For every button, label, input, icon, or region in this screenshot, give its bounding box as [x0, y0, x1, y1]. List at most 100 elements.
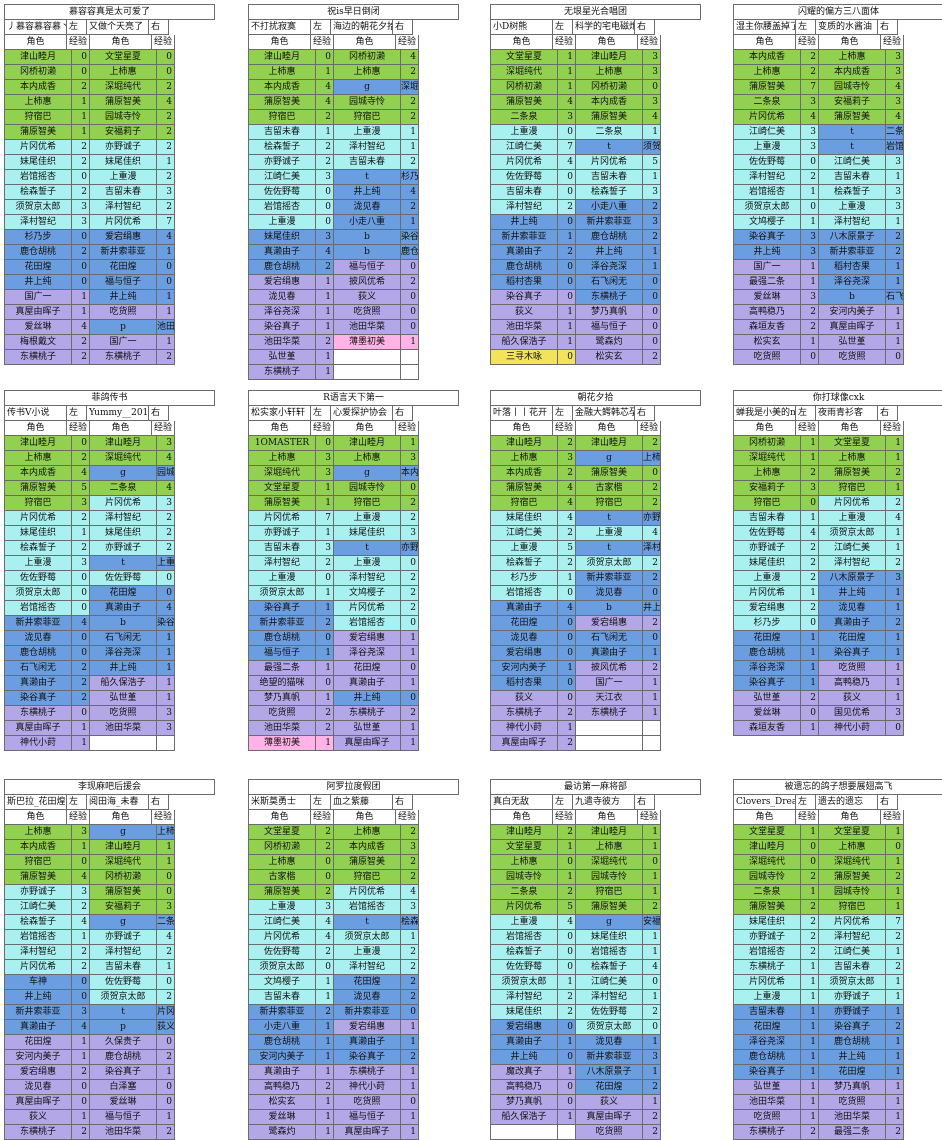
left-character: 吉留未春: [249, 990, 316, 1005]
left-character: 爱丝琳: [734, 290, 801, 305]
right-exp: 1: [401, 1125, 419, 1140]
left-exp: 2: [801, 1125, 819, 1140]
table-row: 文鸠樱子 1 泽村智纪 1: [734, 215, 942, 230]
match-table: 你打球像cxk 蝉我是小美的mj 左夜雨青衫客右角色 经验 角色 经验 冈桥初濑 1 文堂星夏 1…: [733, 390, 942, 736]
left-character: 桧森誓子: [249, 140, 316, 155]
left-character: 片冈优希: [5, 140, 72, 155]
right-exp: 1: [643, 706, 661, 721]
right-character: 荻义: [576, 1095, 643, 1110]
right-exp: 1: [643, 245, 661, 260]
role-header: 角色: [90, 810, 152, 825]
right-character: 泽村智纪: [819, 215, 886, 230]
left-character: 杉乃步: [734, 616, 801, 631]
left-exp: 2: [801, 900, 819, 915]
right-character: 弘世堇: [90, 691, 157, 706]
right-exp: 2: [643, 350, 661, 365]
left-character: 江崎仁美: [249, 170, 316, 185]
left-exp: 0: [558, 1095, 576, 1110]
table-row: 弘世堇 2 荻义 1: [734, 691, 942, 706]
left-exp: 2: [801, 65, 819, 80]
table-row: 岩馆摇杏 1 亦野诚子 4: [5, 930, 215, 945]
table-row: 文堂星夏 1 园城寺怜 0: [249, 481, 459, 496]
right-side-label: 右: [149, 795, 169, 810]
left-exp: 2: [316, 945, 334, 960]
table-row: 神代小莳 1: [491, 721, 701, 736]
right-character: 文鸠樱子: [334, 586, 401, 601]
left-character: 岩馆摇杏: [249, 200, 316, 215]
table-row: 上重漫 0 小走八重 1: [249, 215, 459, 230]
right-character: 泷见春: [334, 990, 401, 1005]
left-exp: 1: [558, 80, 576, 95]
right-exp: 2: [157, 125, 175, 140]
table-row: 鹿仓胡桃 0 泽谷尧深 1: [491, 260, 701, 275]
table-row: 松实玄 1 吃货照 0: [249, 1095, 459, 1110]
left-character: 泽村智纪: [491, 200, 558, 215]
left-exp: 1: [316, 586, 334, 601]
left-character: 花田煌: [491, 616, 558, 631]
table-row: 佐佐野莓 2 上重漫 2: [249, 945, 459, 960]
table-row: 爱丝琳 1 福与恒子 1: [249, 1110, 459, 1125]
table-row: 池田华菜 1 吃货照 1: [734, 1095, 942, 1110]
right-exp: 1: [886, 335, 904, 350]
right-exp: 0: [157, 885, 175, 900]
table-row: 泽谷尧深 1 吃货照 1: [734, 661, 942, 676]
left-exp: 4: [72, 1020, 90, 1035]
left-exp: 2: [316, 140, 334, 155]
right-character: 爱宕绢惠: [90, 230, 157, 245]
left-character: 真屋由晖子: [491, 736, 558, 751]
left-exp: 0: [72, 50, 90, 65]
right-character: 鹿仓胡桃: [576, 230, 643, 245]
left-exp: 1: [316, 1065, 334, 1080]
right-exp: 井上纯: [643, 601, 661, 616]
right-character: 石飞闲无: [576, 275, 643, 290]
right-character: 国广一: [576, 676, 643, 691]
table-row: 津山睦月 0 文堂星夏 0: [5, 50, 215, 65]
right-character: g: [90, 466, 157, 481]
left-side-label: 左: [553, 795, 573, 810]
left-exp: 3: [316, 541, 334, 556]
table-row: 妹尾佳织 2 妹尾佳织 1: [5, 155, 215, 170]
right-exp: 1: [401, 721, 419, 736]
right-exp: 7: [886, 915, 904, 930]
left-exp: 2: [801, 571, 819, 586]
left-exp: 0: [558, 676, 576, 691]
right-exp: 0: [643, 975, 661, 990]
right-exp: 2: [157, 1050, 175, 1065]
left-character: 妹尾佳织: [249, 230, 316, 245]
left-character: 东横桃子: [491, 706, 558, 721]
right-exp: 杉乃步: [401, 170, 419, 185]
right-exp: 桧森誓子: [401, 915, 419, 930]
right-character: 吃货照: [819, 350, 886, 365]
exp-header: 经验: [796, 35, 819, 50]
left-exp: 1: [558, 1065, 576, 1080]
right-character: g: [334, 466, 401, 481]
right-exp: 1: [157, 155, 175, 170]
left-exp: 1: [558, 50, 576, 65]
right-exp: 2: [401, 496, 419, 511]
left-character: 文堂星夏: [491, 840, 558, 855]
left-character: 最强二条: [734, 275, 801, 290]
table-row: 鹭森灼 1 真屋由晖子 1: [249, 1125, 459, 1140]
left-character: 国广一: [5, 290, 72, 305]
left-character: 桧森誓子: [491, 556, 558, 571]
right-exp: 本内成香: [401, 466, 419, 481]
left-character: 片冈优希: [5, 511, 72, 526]
right-exp: 1: [643, 691, 661, 706]
left-exp: 1: [801, 885, 819, 900]
left-exp: 1: [558, 975, 576, 990]
right-character: 吃货照: [334, 1095, 401, 1110]
table-row: 江崎仁美 2 上重漫 4: [491, 526, 701, 541]
table-row: 须贺京太郎 1 江崎仁美 0: [491, 975, 701, 990]
right-character: 最强二条: [819, 1125, 886, 1140]
table-row: 吃货照 2: [491, 1125, 701, 1140]
table-row: 池田华菜 2 薄墨初美 1: [249, 335, 459, 350]
table-row: 亦野诚子 3 蒲原智美 0: [5, 885, 215, 900]
table-row: 上重漫 3 岩馆摇杏 3: [249, 900, 459, 915]
left-exp: 3: [801, 245, 819, 260]
right-player-name: 金融大鳄韩芯孕: [573, 406, 635, 421]
right-character: 须贺京太郎: [819, 526, 886, 541]
right-exp: 4: [643, 526, 661, 541]
right-character: 池田华菜: [819, 1110, 886, 1125]
right-exp: 1: [157, 245, 175, 260]
right-exp: 2: [643, 556, 661, 571]
